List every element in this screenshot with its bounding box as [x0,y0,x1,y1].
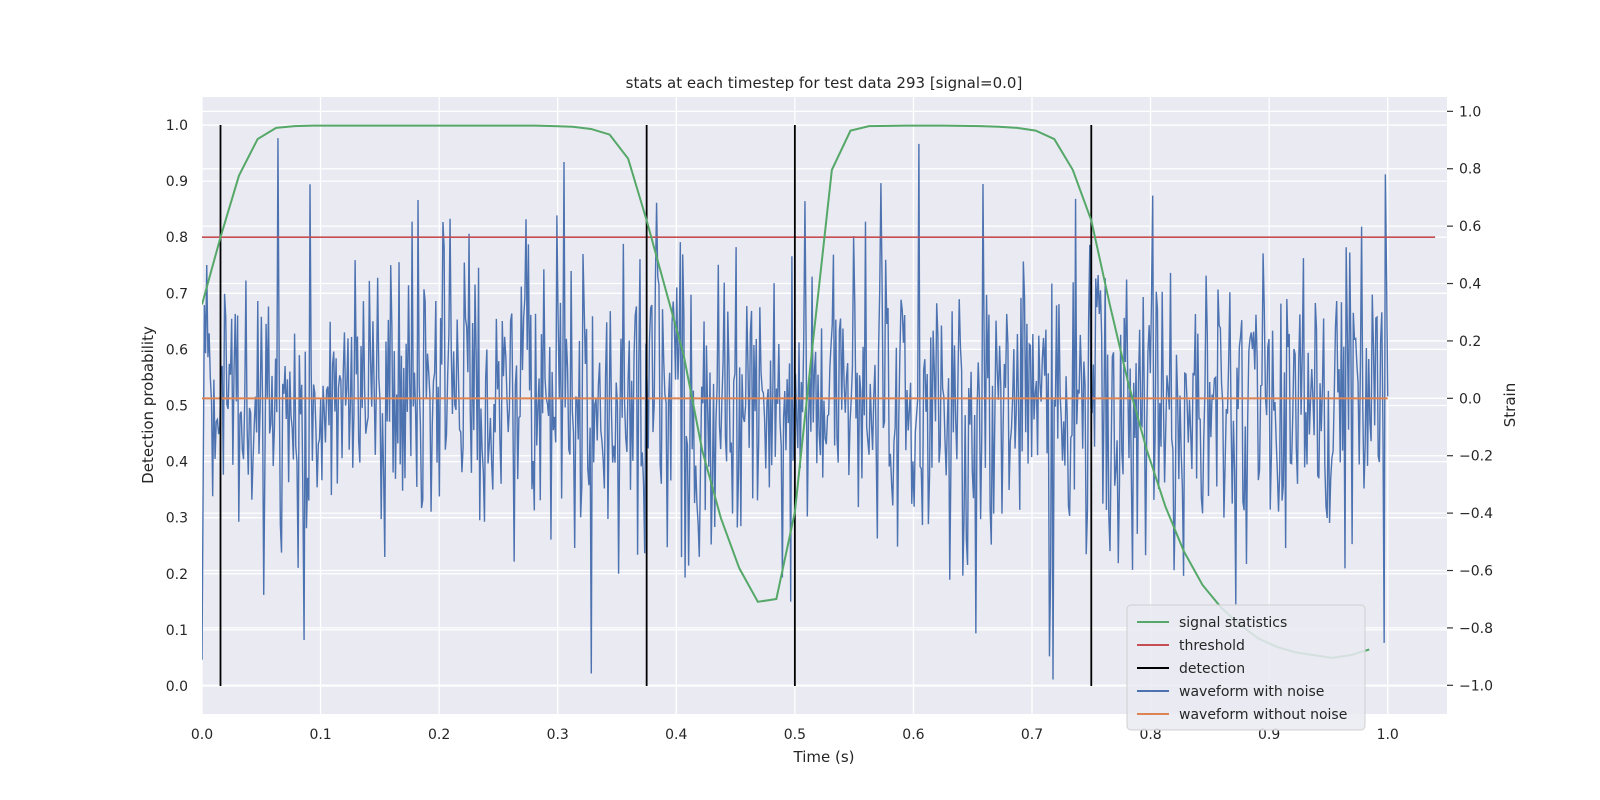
left-y-tick-label: 0.6 [166,342,188,358]
legend-label: signal statistics [1179,615,1287,631]
legend: signal statistics threshold detection wavef… [1126,604,1366,731]
signal-statistics-line [202,124,1370,659]
right-y-axis-label: Strain [1501,383,1519,427]
x-tick-label: 0.4 [665,727,687,743]
legend-label: waveform with noise [1179,684,1324,700]
right-y-tick-label: 0.6 [1459,219,1481,235]
x-axis-ticks: 0.0 0.1 0.2 0.3 0.4 0.5 0.6 0.7 0.8 0.9 1.0 [191,727,1399,743]
right-y-tick-label: −1.0 [1459,678,1493,694]
left-y-tick-label: 0.0 [166,679,188,695]
left-y-tick-label: 0.5 [166,399,188,415]
x-tick-label: 0.7 [1021,727,1043,743]
right-y-tick-label: −0.8 [1459,621,1493,637]
right-y-tick-label: 0.8 [1459,162,1481,178]
left-y-tick-label: 0.7 [166,286,188,302]
x-tick-label: 0.2 [428,727,450,743]
left-y-tick-label: 0.9 [166,174,188,190]
left-y-tick-label: 0.3 [166,511,188,527]
plot-layer [202,124,1436,686]
right-y-tick-label: −0.4 [1459,506,1493,522]
x-axis-label: Time (s) [793,748,855,766]
left-y-tick-label: 0.2 [166,567,188,583]
x-tick-label: 0.5 [784,727,806,743]
left-y-tick-label: 0.8 [166,230,188,246]
legend-label: threshold [1179,638,1245,654]
x-tick-label: 0.8 [1139,727,1161,743]
left-y-tick-label: 0.1 [166,623,188,639]
x-tick-label: 1.0 [1377,727,1399,743]
right-y-tick-label: −0.2 [1459,449,1493,465]
right-y-axis-ticks: −1.0 −0.8 −0.6 −0.4 −0.2 0.0 0.2 0.4 0.6 0.8 1.0 [1447,104,1493,694]
left-y-tick-label: 1.0 [166,118,188,134]
right-y-tick-label: 0.0 [1459,391,1481,407]
legend-label: detection [1179,661,1245,677]
left-y-axis-label: Detection probability [139,326,157,484]
right-y-tick-label: −0.6 [1459,564,1493,580]
x-tick-label: 0.3 [547,727,569,743]
legend-label: waveform without noise [1179,707,1347,723]
x-tick-label: 0.6 [902,727,924,743]
chart-title: stats at each timestep for test data 293… [626,74,1023,92]
x-tick-label: 0.1 [309,727,331,743]
right-y-tick-label: 1.0 [1459,104,1481,120]
x-tick-label: 0.0 [191,727,213,743]
right-y-tick-label: 0.4 [1459,277,1481,293]
left-y-axis-ticks: 0.0 0.1 0.2 0.3 0.4 0.5 0.6 0.7 0.8 0.9 1.0 [166,118,188,695]
x-tick-label: 0.9 [1258,727,1280,743]
left-y-tick-label: 0.4 [166,455,188,471]
right-y-tick-label: 0.2 [1459,334,1481,350]
legend-box [1126,604,1366,731]
